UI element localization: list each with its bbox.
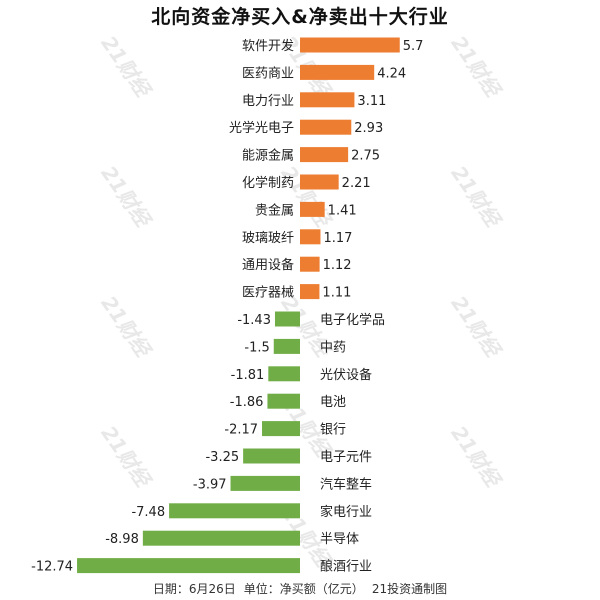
value-label: -3.25	[205, 450, 239, 465]
category-label: 电力行业	[242, 94, 294, 109]
value-label: -1.5	[244, 340, 269, 355]
value-label: 2.75	[351, 149, 380, 164]
bar	[300, 64, 375, 80]
bar	[300, 229, 321, 245]
category-label: 医疗器械	[242, 286, 294, 301]
value-label: 1.11	[322, 286, 351, 301]
watermark-text: 21财经	[96, 291, 156, 363]
bar	[300, 119, 352, 135]
category-label: 玻璃玻纤	[242, 231, 294, 246]
value-label: 4.24	[377, 66, 406, 81]
value-label: 1.41	[328, 203, 357, 218]
bar	[300, 174, 339, 190]
labels-layer: 软件开发 5.7 医药商业 4.24 电力行业 3.11 光学光电子 2.93 能源金属 2.75…	[31, 38, 423, 575]
value-label: 1.17	[323, 231, 352, 246]
watermark-text: 21财经	[446, 291, 506, 363]
value-label: -2.17	[224, 423, 258, 438]
category-label: 软件开发	[242, 38, 294, 54]
watermark-text: 21财经	[96, 31, 156, 103]
bar	[169, 503, 300, 519]
chart-footer: 日期：6月26日 单位：净买额（亿元） 21投资通制图	[0, 580, 600, 597]
bar	[300, 256, 320, 272]
value-label: 2.93	[354, 121, 383, 136]
value-label: 5.7	[403, 39, 424, 54]
footer-date: 日期：6月26日	[152, 582, 236, 596]
footer-source: 21投资通制图	[371, 582, 448, 596]
category-label: 通用设备	[242, 257, 294, 273]
bar	[230, 475, 300, 491]
footer-unit: 单位：净买额（亿元）	[243, 582, 364, 596]
bar	[262, 421, 300, 437]
category-label: 银行	[320, 423, 346, 438]
value-label: 2.21	[342, 176, 371, 191]
bar	[77, 558, 300, 574]
bar	[274, 311, 300, 327]
bar	[300, 37, 400, 53]
value-label: -12.74	[31, 560, 73, 575]
watermark-text: 21财经	[96, 421, 156, 493]
category-label: 光学光电子	[229, 120, 294, 136]
category-label: 贵金属	[255, 202, 294, 218]
bar	[267, 393, 300, 409]
category-label: 半导体	[320, 532, 359, 547]
category-label: 酿酒行业	[320, 559, 372, 575]
category-label: 医药商业	[242, 66, 294, 81]
bar	[300, 201, 325, 217]
bar	[300, 284, 320, 300]
bars-layer	[77, 37, 400, 574]
value-label: -1.86	[230, 395, 264, 410]
value-label: -1.81	[231, 368, 265, 383]
bar	[300, 92, 355, 108]
bar	[300, 147, 349, 163]
category-label: 中药	[320, 340, 346, 355]
bar	[243, 448, 300, 464]
category-label: 电子元件	[320, 450, 372, 465]
value-label: -3.97	[193, 477, 227, 492]
bar	[268, 366, 300, 382]
category-label: 家电行业	[320, 504, 372, 520]
category-label: 能源金属	[242, 148, 294, 164]
category-label: 光伏设备	[320, 367, 372, 383]
watermark-text: 21财经	[446, 31, 506, 103]
watermark-text: 21财经	[446, 161, 506, 233]
watermark-text: 21财经	[276, 161, 336, 233]
chart-title: 北向资金净买入&净卖出十大行业	[151, 6, 449, 28]
value-label: -1.43	[237, 313, 271, 328]
category-label: 电子化学品	[320, 312, 385, 328]
watermark-text: 21财经	[96, 161, 156, 233]
category-label: 化学制药	[242, 175, 294, 191]
category-label: 电池	[320, 395, 346, 410]
value-label: -8.98	[105, 532, 139, 547]
bar	[142, 530, 300, 546]
value-label: 1.12	[323, 258, 352, 273]
watermark-text: 21财经	[446, 421, 506, 493]
category-label: 汽车整车	[320, 476, 372, 492]
value-label: 3.11	[357, 94, 386, 109]
bar	[273, 338, 300, 354]
value-label: -7.48	[131, 505, 165, 520]
